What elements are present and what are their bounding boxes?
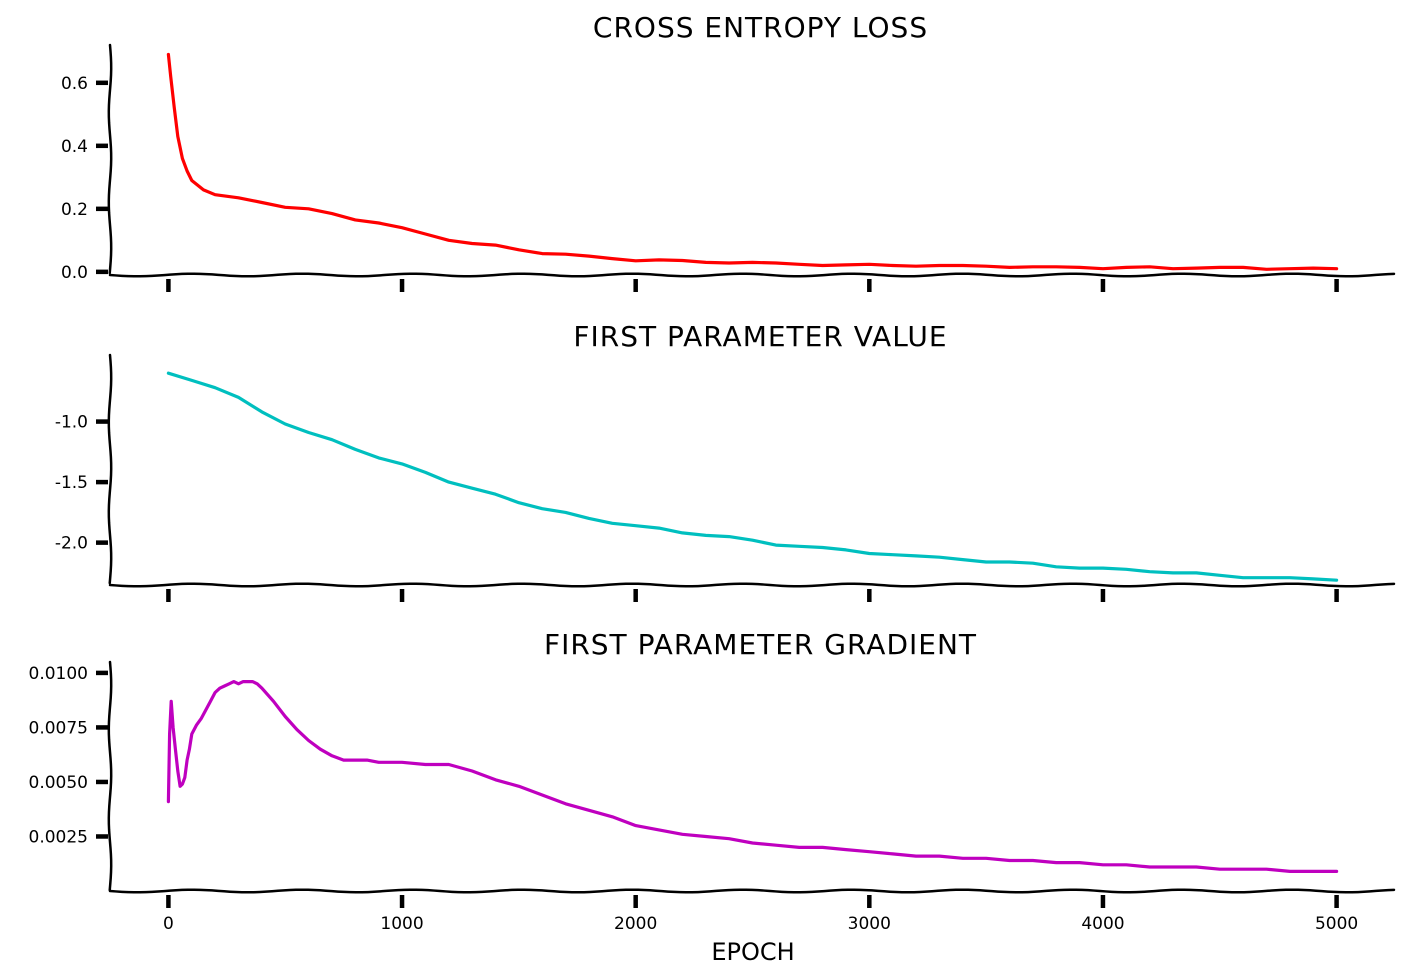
- y-tick-label-gradient: 0.0050: [29, 773, 88, 793]
- panel-gradient: FIRST PARAMETER GRADIENT 0.0025 0.0050 0.00…: [29, 628, 1396, 934]
- y-tick-label-gradient: 0.0025: [29, 827, 88, 847]
- y-axis-line-loss: [107, 43, 113, 275]
- x-tick-label-gradient: 0: [163, 914, 174, 934]
- y-tick-label-gradient: 0.0075: [29, 718, 88, 738]
- x-tick-label-gradient: 5000: [1315, 914, 1358, 934]
- panels: CROSS ENTROPY LOSS 0.0 0.2 0.4 0.6 FIRST PARA…: [29, 11, 1396, 934]
- y-tick-label-value: -1.0: [55, 413, 88, 433]
- y-axis-line-gradient: [107, 660, 113, 892]
- x-axis-line-value: [108, 582, 1396, 588]
- x-tick-label-gradient: 1000: [380, 914, 423, 934]
- panel-title-value: FIRST PARAMETER VALUE: [573, 320, 947, 353]
- panel-title-loss: CROSS ENTROPY LOSS: [593, 11, 928, 44]
- y-tick-label-value: -2.0: [55, 534, 88, 554]
- series-line-value: [166, 371, 1339, 582]
- y-tick-label-value: -1.5: [55, 473, 88, 493]
- panel-title-gradient: FIRST PARAMETER GRADIENT: [544, 628, 977, 661]
- y-tick-label-loss: 0.2: [61, 200, 88, 220]
- y-tick-label-loss: 0.0: [61, 263, 88, 283]
- x-axis-line-loss: [108, 272, 1396, 278]
- series-line-loss: [166, 52, 1339, 271]
- x-axis-title: EPOCH: [711, 938, 794, 966]
- y-tick-label-loss: 0.6: [61, 74, 88, 94]
- x-tick-label-gradient: 4000: [1081, 914, 1124, 934]
- x-tick-label-gradient: 3000: [848, 914, 891, 934]
- y-tick-label-gradient: 0.0100: [29, 664, 88, 684]
- x-axis-line-gradient: [108, 888, 1396, 894]
- y-axis-line-value: [107, 353, 113, 585]
- series-line-gradient: [166, 680, 1339, 873]
- panel-loss: CROSS ENTROPY LOSS 0.0 0.2 0.4 0.6: [61, 11, 1396, 292]
- x-tick-label-gradient: 2000: [614, 914, 657, 934]
- y-tick-label-loss: 0.4: [61, 137, 88, 157]
- panel-value: FIRST PARAMETER VALUE -2.0 -1.5 -1.0: [55, 320, 1396, 602]
